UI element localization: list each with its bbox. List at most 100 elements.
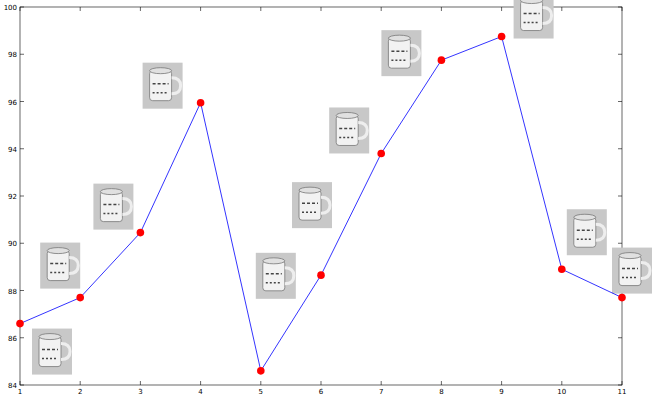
mug-thumbnail	[612, 248, 652, 294]
mug-rim	[263, 258, 285, 264]
series-line	[20, 37, 622, 371]
y-tick	[20, 7, 24, 8]
y-tick-label: 94	[8, 146, 17, 154]
mug-rim	[39, 334, 61, 340]
mug-rim	[336, 112, 358, 118]
mug-handle	[596, 224, 605, 240]
mug-print	[50, 272, 66, 274]
x-tick	[140, 381, 141, 385]
mug-body	[521, 1, 543, 31]
y-tick-label: 86	[8, 335, 17, 343]
mug-handle	[172, 78, 181, 94]
x-tick	[561, 7, 562, 11]
mug-thumbnail	[143, 63, 183, 109]
y-tick	[618, 101, 622, 102]
y-tick	[20, 54, 24, 55]
chart: 84868890929496981001234567891011	[0, 0, 653, 397]
data-point	[197, 99, 205, 107]
y-tick-label: 92	[8, 193, 17, 201]
mug-rim	[388, 35, 410, 41]
mug-print	[153, 92, 169, 94]
mug-print	[622, 277, 638, 279]
y-tick-label: 88	[8, 288, 17, 296]
y-tick-label: 98	[8, 51, 17, 59]
mug-rim	[299, 187, 321, 193]
data-point	[558, 265, 566, 273]
x-tick	[321, 7, 322, 11]
mug-print	[391, 59, 407, 61]
mug-print	[266, 282, 282, 284]
y-tick	[20, 243, 24, 244]
y-tick	[20, 101, 24, 102]
thumb-bg	[93, 184, 133, 230]
mug-handle	[641, 263, 650, 279]
mug-print	[302, 202, 318, 204]
y-tick	[618, 7, 622, 8]
mug-body	[336, 115, 358, 145]
x-tick	[200, 381, 201, 385]
x-tick-label: 2	[78, 388, 82, 396]
y-tick	[618, 148, 622, 149]
x-tick	[140, 7, 141, 11]
data-point	[438, 56, 446, 64]
mug-rim	[150, 68, 172, 74]
mug-print	[42, 358, 58, 360]
mug-print	[42, 349, 58, 351]
x-tick	[441, 7, 442, 11]
mug-thumbnail	[256, 253, 296, 299]
x-tick	[20, 381, 21, 385]
mug-thumbnail	[93, 184, 133, 230]
thumb-bg	[40, 243, 80, 289]
data-point	[76, 294, 84, 302]
y-tick	[618, 243, 622, 244]
mug-handle	[285, 268, 294, 284]
mug-print	[577, 229, 593, 231]
x-tick	[622, 381, 623, 385]
thumb-bg	[292, 182, 332, 228]
data-point	[498, 33, 506, 41]
thumb-bg	[567, 209, 607, 255]
y-tick-label: 96	[8, 99, 17, 107]
mug-body	[619, 256, 641, 286]
mug-print	[524, 22, 540, 24]
x-tick	[80, 381, 81, 385]
mug-print	[622, 268, 638, 270]
mug-print	[103, 213, 119, 215]
mug-thumbnail	[292, 182, 332, 228]
mug-body	[47, 251, 69, 281]
thumb-bg	[381, 30, 421, 76]
mug-body	[388, 38, 410, 68]
mug-body	[263, 261, 285, 291]
data-point	[377, 150, 385, 158]
mug-handle	[122, 199, 131, 215]
mug-handle	[61, 344, 70, 360]
mug-print	[266, 273, 282, 275]
mug-print	[391, 50, 407, 52]
x-tick-label: 8	[439, 388, 443, 396]
x-tick	[200, 7, 201, 11]
x-tick-label: 10	[557, 388, 566, 396]
mug-handle	[69, 258, 78, 274]
mug-print	[339, 128, 355, 130]
thumb-bg	[256, 253, 296, 299]
x-tick-label: 3	[138, 388, 142, 396]
mug-thumbnail	[514, 0, 554, 39]
y-tick	[618, 337, 622, 338]
x-tick	[381, 7, 382, 11]
mug-body	[299, 190, 321, 220]
mug-rim	[574, 214, 596, 220]
thumb-bg	[32, 329, 72, 375]
y-tick	[618, 196, 622, 197]
mug-handle	[410, 45, 419, 61]
mug-handle	[543, 8, 552, 24]
x-tick	[501, 7, 502, 11]
x-tick-label: 7	[379, 388, 383, 396]
x-tick	[20, 7, 21, 11]
x-tick	[381, 381, 382, 385]
y-tick-label: 84	[8, 382, 17, 390]
mug-print	[577, 238, 593, 240]
plot-frame	[20, 7, 622, 385]
mug-rim	[100, 189, 122, 195]
x-tick-label: 5	[259, 388, 263, 396]
mug-thumbnail	[567, 209, 607, 255]
